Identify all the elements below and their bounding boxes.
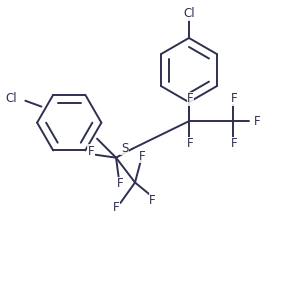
- Text: F: F: [231, 137, 238, 150]
- Text: F: F: [231, 92, 238, 105]
- Text: F: F: [139, 150, 146, 163]
- Text: F: F: [113, 201, 119, 214]
- Text: F: F: [187, 92, 194, 105]
- Text: F: F: [117, 178, 124, 190]
- Text: F: F: [187, 137, 194, 150]
- Text: S: S: [121, 142, 128, 154]
- Text: Cl: Cl: [5, 92, 17, 105]
- Text: F: F: [254, 115, 261, 128]
- Text: F: F: [149, 194, 156, 206]
- Text: Cl: Cl: [183, 7, 195, 20]
- Text: F: F: [88, 145, 95, 158]
